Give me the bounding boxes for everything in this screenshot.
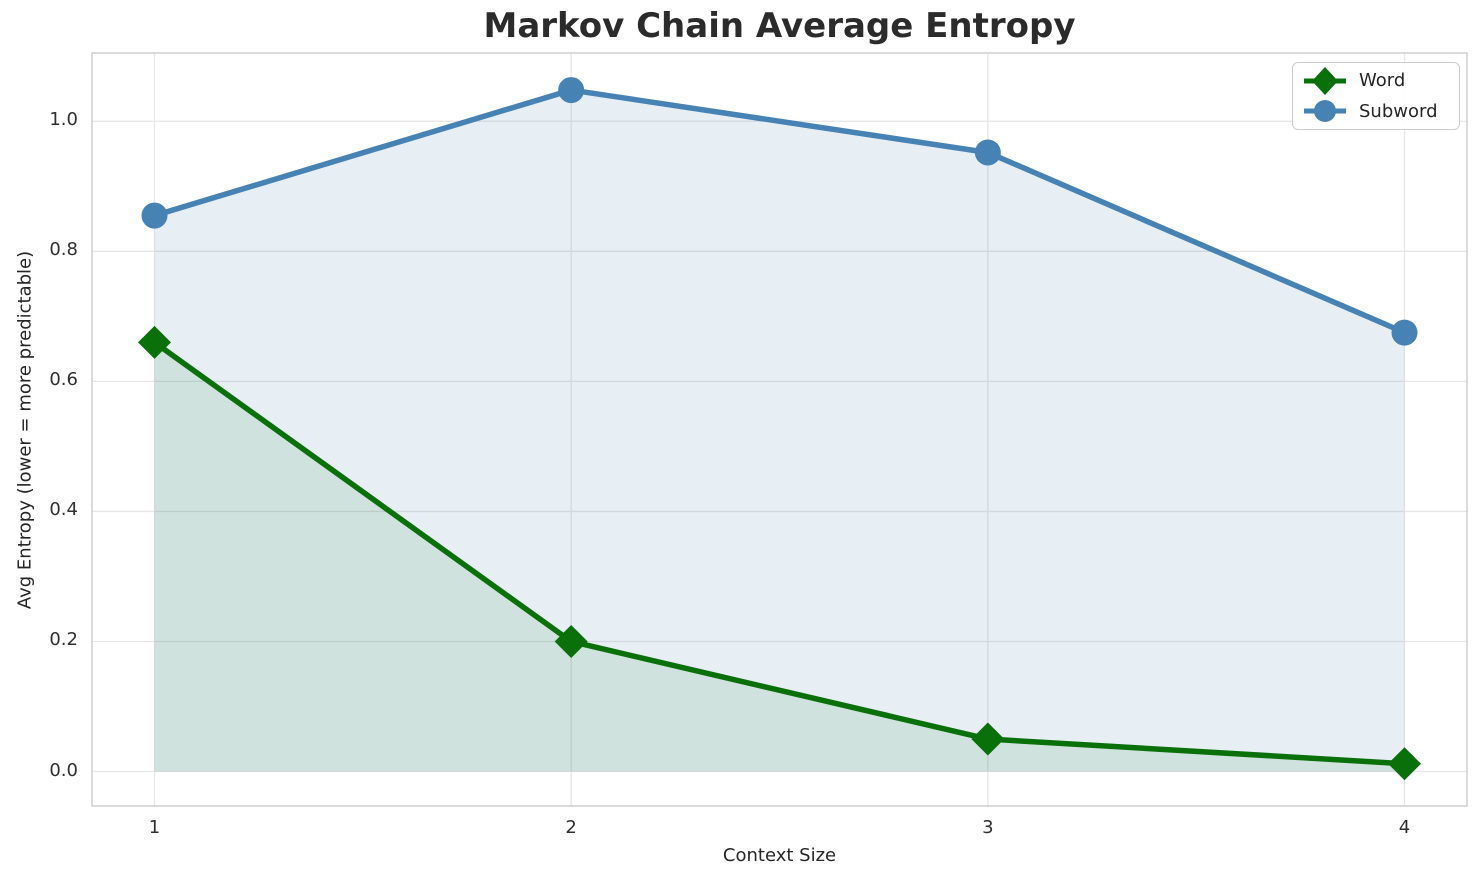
subword-circle-marker-icon: [1304, 100, 1346, 123]
data-point-word: [138, 325, 171, 359]
y-tick-label: 0.8: [49, 239, 78, 261]
data-point-subword: [558, 77, 585, 104]
y-tick-label: 0.2: [49, 629, 78, 651]
x-tick-label: 4: [1398, 817, 1411, 838]
data-point-subword: [141, 202, 168, 229]
line-subword: [151, 87, 1408, 336]
y-tick-label: 1.0: [49, 109, 78, 131]
x-tick-label: 1: [148, 817, 161, 838]
area-fill-subword: [154, 90, 1405, 772]
data-point-subword: [974, 139, 1001, 166]
area-fill-word: [154, 342, 1405, 772]
data-point-word: [554, 624, 588, 658]
y-tick-label: 0.0: [49, 759, 78, 781]
chart-title: Markov Chain Average Entropy: [483, 6, 1076, 46]
x-tick-label: 3: [982, 817, 994, 838]
line-word: [151, 339, 1408, 767]
legend-item-word: Word: [1301, 66, 1451, 96]
data-point-subword: [1391, 319, 1418, 346]
legend: Word Subword: [1292, 62, 1460, 130]
data-point-word: [971, 722, 1005, 756]
legend-item-subword: Subword: [1301, 96, 1451, 126]
y-tick-label: 0.6: [49, 369, 78, 391]
data-point-word: [1388, 747, 1421, 781]
word-diamond-marker-icon: [1304, 66, 1346, 95]
legend-label-subword: Subword: [1359, 100, 1438, 122]
y-axis-label: Avg Entropy (lower = more predictable): [14, 250, 36, 610]
y-tick-label: 0.4: [49, 499, 78, 521]
x-tick-label: 2: [565, 817, 577, 838]
legend-label-word: Word: [1359, 70, 1406, 92]
x-axis-label: Context Size: [722, 845, 837, 866]
